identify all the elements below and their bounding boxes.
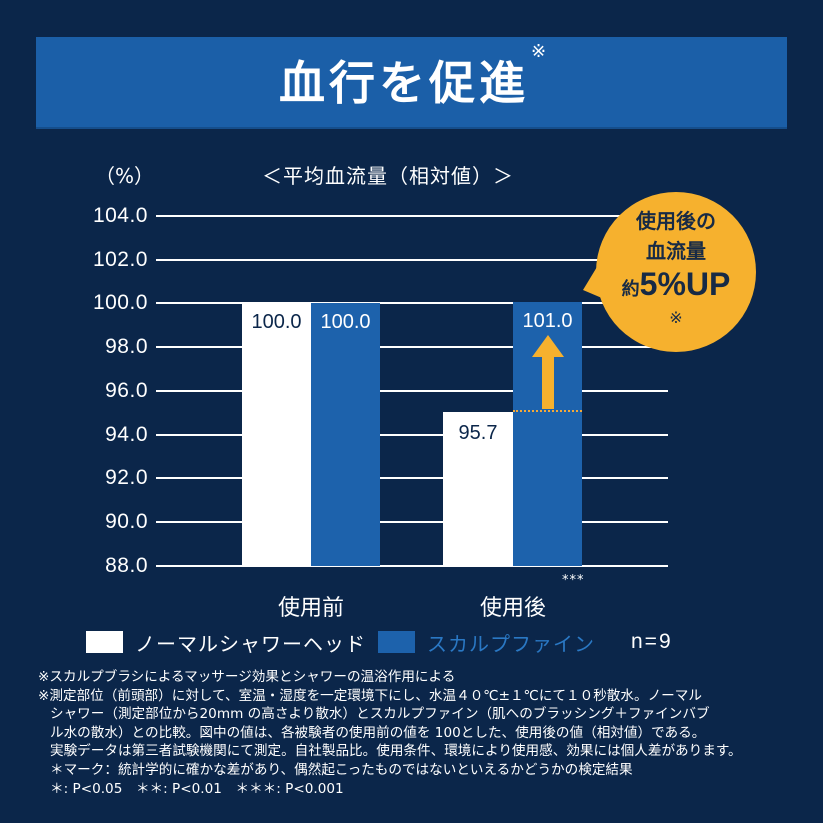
legend-label-normal: ノーマルシャワーヘッド — [135, 631, 366, 656]
x-axis-label-before: 使用前 — [277, 596, 344, 621]
x-axis-label-after: 使用後 — [479, 596, 546, 621]
footnote-line: シャワー（測定部位から20mm の高さより散水）とスカルプファイン（肌へのブラッ… — [50, 706, 710, 723]
chart-legend: ノーマルシャワーヘッド スカルプファイン n=9 — [86, 627, 673, 657]
callout-line: 使用後の — [636, 209, 716, 233]
footnote-line: 実験データは第三者試験機関にて測定。自社製品比。使用条件、環境により使用感、効果… — [50, 743, 742, 760]
banner-title-text: 血行を促進 — [278, 56, 529, 110]
callout-line: 血流量 — [646, 239, 706, 263]
footnote-line: ＊: P<0.05 ＊＊: P<0.01 ＊＊＊: P<0.001 — [50, 780, 344, 797]
callout-highlight: 約5%UP — [596, 266, 756, 308]
y-axis-unit-label: （%） — [95, 164, 155, 188]
bar-after-normal: 95.7 — [443, 412, 513, 566]
legend-swatch-normal — [86, 631, 123, 653]
legend-label-scalpfine: スカルプファイン — [427, 631, 595, 656]
bar-before-scalpfine: 100.0 — [311, 303, 380, 566]
callout-prefix: 約 — [621, 279, 640, 300]
bar-before-normal: 100.0 — [242, 303, 311, 566]
y-tick-label: 104.0 — [92, 204, 148, 227]
footnote-line: ル水の散水）との比較。図中の値は、各被験者の使用前の値を 100とした、使用後の… — [50, 724, 706, 741]
y-tick-label: 94.0 — [105, 423, 148, 446]
y-tick-label: 96.0 — [105, 379, 148, 402]
footnote-line: ※測定部位（前頭部）に対して、室温・湿度を一定環境下にし、水温４０℃±１℃にて１… — [38, 687, 702, 704]
y-tick-label: 90.0 — [105, 510, 148, 533]
gridline — [156, 346, 668, 348]
gridline — [156, 215, 668, 217]
sample-size-label: n=9 — [631, 630, 673, 653]
gridline — [156, 302, 668, 304]
significance-mark: *** — [562, 573, 585, 588]
chart-subtitle: ＜平均血流量（相対値）＞ — [262, 164, 514, 188]
footnote-line: ※スカルプブラシによるマッサージ効果とシャワーの温浴作用による — [38, 669, 456, 685]
gridline — [156, 434, 668, 436]
bar-value-label: 100.0 — [251, 311, 302, 333]
gridline — [156, 390, 668, 392]
gridline — [156, 565, 668, 567]
bar-value-label: 101.0 — [522, 310, 573, 332]
y-tick-label: 102.0 — [92, 248, 148, 271]
legend-swatch-scalpfine — [378, 631, 415, 653]
callout-bubble — [583, 192, 756, 352]
reference-mark: ※ — [530, 41, 547, 62]
y-tick-label: 92.0 — [105, 466, 148, 489]
title-banner: 血行を促進※ — [36, 37, 787, 127]
callout-text: 使用後の 血流量 約5%UP ※ — [596, 206, 756, 328]
gridline — [156, 477, 668, 479]
gridline — [156, 259, 668, 261]
callout-percent: 5%UP — [639, 266, 731, 302]
callout-reference-mark: ※ — [669, 308, 683, 327]
bar-value-label: 95.7 — [458, 422, 498, 444]
y-tick-label: 88.0 — [105, 554, 148, 577]
bar-value-label: 100.0 — [320, 311, 371, 333]
banner-title: 血行を促進※ — [278, 41, 546, 113]
gridline — [156, 521, 668, 523]
footnote-line: ＊マーク：統計学的に確かな差があり、偶然起こったものではないといえるかどうかの検… — [50, 761, 633, 778]
footnotes: ※スカルプブラシによるマッサージ効果とシャワーの温浴作用による ※測定部位（前頭… — [38, 668, 808, 798]
baseline-dotted-line — [513, 410, 582, 412]
y-tick-label: 98.0 — [105, 335, 148, 358]
y-tick-label: 100.0 — [92, 291, 148, 314]
up-arrow-icon — [532, 335, 564, 409]
